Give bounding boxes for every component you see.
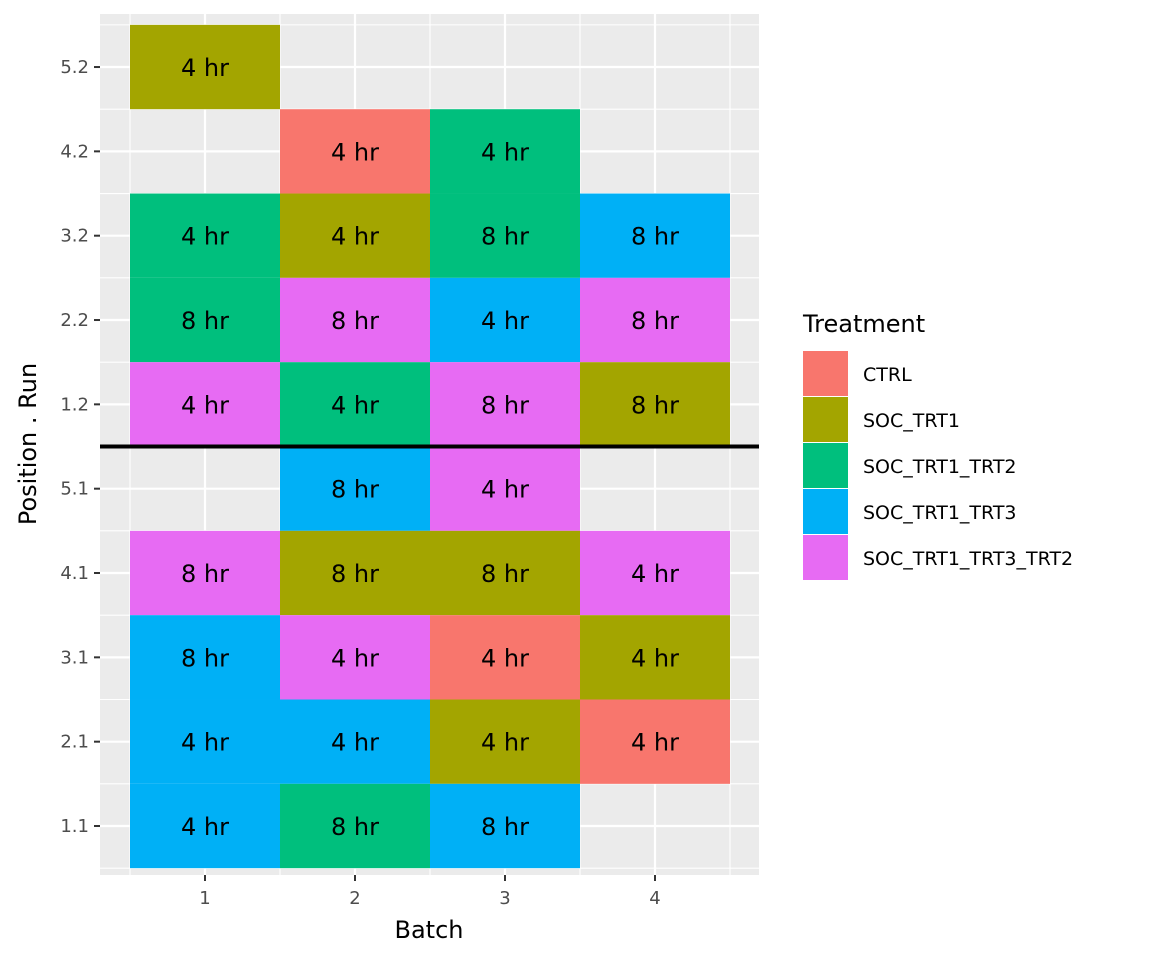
tile bbox=[430, 362, 580, 447]
tile bbox=[280, 193, 430, 278]
tile-label: 4 hr bbox=[481, 476, 529, 504]
legend-swatch bbox=[803, 397, 848, 442]
y-tick-label: 3.1 bbox=[60, 647, 89, 668]
tile-label: 4 hr bbox=[331, 644, 379, 672]
tile bbox=[430, 193, 580, 278]
tile bbox=[430, 615, 580, 700]
tile-label: 4 hr bbox=[331, 138, 379, 166]
legend: Treatment CTRL SOC_TRT1 SOC_TRT1_TRT2 SOC_T… bbox=[802, 310, 1073, 580]
tile-label: 8 hr bbox=[481, 560, 529, 588]
tile bbox=[280, 109, 430, 194]
tile-label: 8 hr bbox=[481, 223, 529, 251]
x-axis: 1 2 3 4 bbox=[199, 875, 661, 909]
x-tick-label: 4 bbox=[649, 888, 660, 909]
tile-label: 8 hr bbox=[331, 476, 379, 504]
tile-label: 8 hr bbox=[631, 223, 679, 251]
y-axis-title: Position . Run bbox=[14, 363, 42, 525]
legend-swatch bbox=[803, 489, 848, 534]
y-tick-label: 2.2 bbox=[60, 310, 89, 331]
y-tick-label: 4.2 bbox=[60, 141, 89, 162]
tile bbox=[130, 699, 280, 784]
tile bbox=[280, 362, 430, 447]
tile-labels: 4 hr 4 hr 4 hr 4 hr 4 hr 8 hr 8 hr 8 hr 8 hr 4 hr… bbox=[181, 54, 679, 841]
legend-label: SOC_TRT1_TRT2 bbox=[863, 456, 1017, 478]
x-tick-label: 2 bbox=[349, 888, 360, 909]
y-tick-label: 1.1 bbox=[60, 816, 89, 837]
tiles bbox=[130, 24, 730, 869]
x-axis-title: Batch bbox=[395, 916, 464, 944]
tile bbox=[580, 362, 730, 447]
legend-label: SOC_TRT1 bbox=[863, 410, 960, 432]
tile-label: 4 hr bbox=[481, 644, 529, 672]
tile-label: 4 hr bbox=[181, 729, 229, 757]
tile bbox=[130, 530, 280, 616]
tile bbox=[280, 277, 430, 363]
tile bbox=[280, 615, 430, 700]
tile bbox=[130, 783, 280, 869]
tile bbox=[580, 699, 730, 784]
tile-label: 8 hr bbox=[481, 391, 529, 419]
tile-label: 8 hr bbox=[631, 391, 679, 419]
tile-label: 4 hr bbox=[631, 729, 679, 757]
y-tick-label: 5.2 bbox=[60, 57, 89, 78]
tile bbox=[130, 362, 280, 447]
y-tick-label: 3.2 bbox=[60, 226, 89, 247]
tile-label: 4 hr bbox=[181, 391, 229, 419]
tile bbox=[130, 193, 280, 278]
tile bbox=[430, 530, 580, 616]
legend-title: Treatment bbox=[802, 310, 925, 338]
tile bbox=[130, 277, 280, 363]
tile-label: 8 hr bbox=[181, 307, 229, 335]
tile-label: 8 hr bbox=[331, 307, 379, 335]
tile-label: 8 hr bbox=[331, 813, 379, 841]
y-tick-label: 2.1 bbox=[60, 732, 89, 753]
tile-label: 4 hr bbox=[181, 813, 229, 841]
tile bbox=[430, 446, 580, 531]
legend-label: SOC_TRT1_TRT3_TRT2 bbox=[863, 548, 1073, 570]
tile-label: 8 hr bbox=[181, 644, 229, 672]
tile-label: 4 hr bbox=[481, 729, 529, 757]
y-tick-label: 1.2 bbox=[60, 394, 89, 415]
tile bbox=[430, 109, 580, 194]
tile-label: 8 hr bbox=[331, 560, 379, 588]
x-tick-label: 1 bbox=[199, 888, 210, 909]
tile bbox=[280, 446, 430, 531]
tile bbox=[580, 277, 730, 363]
tile-label: 8 hr bbox=[481, 813, 529, 841]
tile bbox=[430, 783, 580, 869]
tile-label: 4 hr bbox=[631, 560, 679, 588]
tile-label: 4 hr bbox=[631, 644, 679, 672]
tile bbox=[130, 24, 280, 110]
tile bbox=[130, 615, 280, 700]
tile-label: 4 hr bbox=[181, 223, 229, 251]
legend-label: CTRL bbox=[863, 364, 912, 386]
tile bbox=[430, 277, 580, 363]
tile bbox=[280, 699, 430, 784]
legend-swatch bbox=[803, 535, 848, 580]
legend-swatch bbox=[803, 443, 848, 488]
tile bbox=[580, 193, 730, 278]
legend-swatch bbox=[803, 351, 848, 396]
tile-label: 4 hr bbox=[331, 729, 379, 757]
y-tick-label: 5.1 bbox=[60, 479, 89, 500]
tile-label: 8 hr bbox=[631, 307, 679, 335]
tile-label: 8 hr bbox=[181, 560, 229, 588]
legend-label: SOC_TRT1_TRT3 bbox=[863, 502, 1017, 524]
y-tick-label: 4.1 bbox=[60, 563, 89, 584]
tile bbox=[430, 699, 580, 784]
tile bbox=[580, 615, 730, 700]
x-tick-label: 3 bbox=[499, 888, 510, 909]
tile-label: 4 hr bbox=[331, 391, 379, 419]
tile-label: 4 hr bbox=[481, 138, 529, 166]
y-axis: 1.1 2.1 3.1 4.1 5.1 1.2 2.2 3.2 4.2 5.2 bbox=[60, 57, 100, 837]
tile bbox=[580, 530, 730, 616]
tile-label: 4 hr bbox=[481, 307, 529, 335]
tile-label: 4 hr bbox=[181, 54, 229, 82]
tile-label: 4 hr bbox=[331, 223, 379, 251]
tile bbox=[280, 783, 430, 869]
tile bbox=[280, 530, 430, 616]
